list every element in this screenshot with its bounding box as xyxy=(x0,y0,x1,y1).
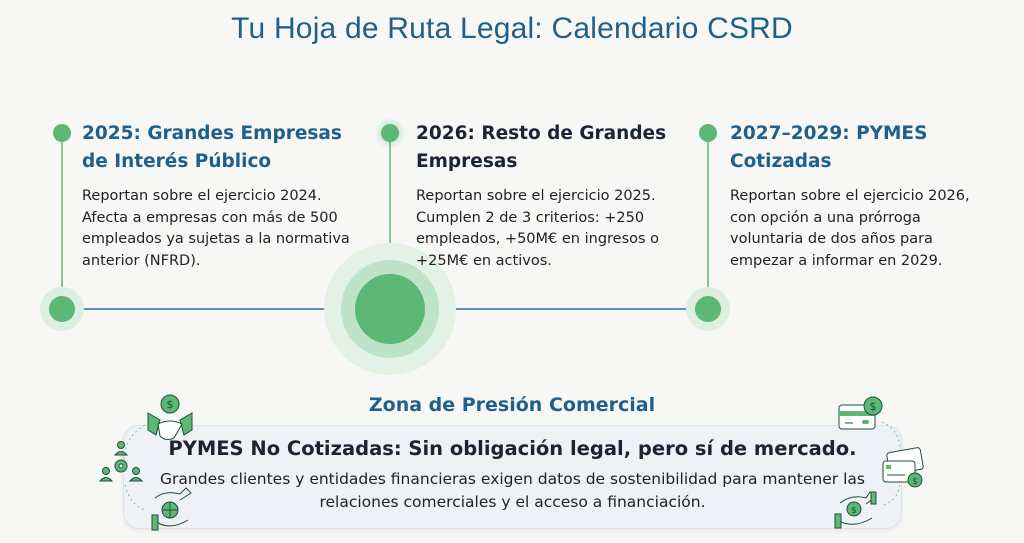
timeline-node-2027 xyxy=(695,296,721,322)
item-body: Reportan sobre el ejercicio 2026, con op… xyxy=(730,188,970,269)
zone-title: Zona de Presión Comercial xyxy=(368,394,656,416)
timeline-item-2027: 2027–2029: PYMES Cotizadas Reportan sobr… xyxy=(730,120,990,272)
timeline-node-2026 xyxy=(355,274,425,344)
timeline-marker-dot xyxy=(381,124,399,142)
timeline-item-2025: 2025: Grandes Empresas de Interés Públic… xyxy=(82,120,352,272)
box-body: Grandes clientes y entidades financieras… xyxy=(160,470,865,511)
item-body: Reportan sobre el ejercicio 2025. Cumple… xyxy=(416,188,660,269)
item-heading: 2027–2029: PYMES Cotizadas xyxy=(730,123,928,172)
timeline-item-2026: 2026: Resto de Grandes Empresas Reportan… xyxy=(416,120,676,272)
timeline-node-2025 xyxy=(49,296,75,322)
item-heading: 2026: Resto de Grandes Empresas xyxy=(416,123,667,172)
box-heading: PYMES No Cotizadas: Sin obligación legal… xyxy=(168,437,857,460)
item-heading: 2025: Grandes Empresas de Interés Públic… xyxy=(82,123,342,172)
page-title: Tu Hoja de Ruta Legal: Calendario CSRD xyxy=(231,12,793,45)
timeline-marker-dot xyxy=(699,124,717,142)
market-pressure-box xyxy=(123,425,902,529)
item-body: Reportan sobre el ejercicio 2024. Afecta… xyxy=(82,188,350,269)
timeline-marker-dot xyxy=(53,124,71,142)
